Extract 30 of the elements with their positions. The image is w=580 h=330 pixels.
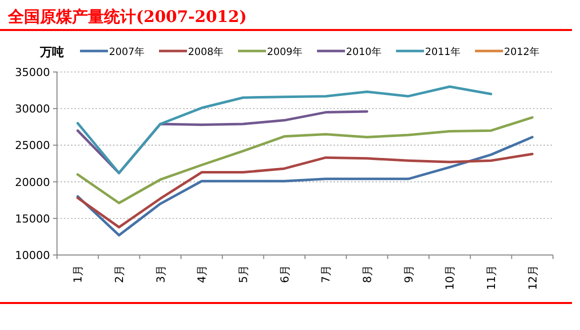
x-tick-label: 12月	[526, 265, 540, 290]
line-series	[76, 85, 492, 174]
x-tick-label: 2月	[113, 265, 126, 283]
x-tick-label: 4月	[196, 265, 209, 283]
y-axis-title: 万吨	[39, 45, 64, 59]
y-tick-label: 15000	[15, 212, 50, 226]
x-tick-label: 8月	[361, 265, 374, 283]
x-tick-label: 11月	[485, 265, 498, 290]
x-tick-label: 10月	[444, 265, 457, 290]
x-tick-label: 9月	[402, 265, 416, 283]
line-series	[76, 136, 534, 236]
x-tick-label: 1月	[72, 265, 85, 283]
legend-label: 2007年	[109, 46, 144, 58]
x-tick-label: 5月	[237, 265, 250, 283]
x-tick-label: 7月	[320, 265, 333, 283]
chart-title: 全国原煤产量统计(2007-2012)	[7, 7, 247, 26]
legend-label: 2010年	[346, 46, 382, 58]
y-tick-label: 10000	[15, 249, 50, 262]
legend-label: 2012年	[504, 46, 540, 58]
y-tick-label: 35000	[15, 66, 50, 79]
y-tick-label: 25000	[15, 139, 50, 152]
legend-label: 2009年	[267, 46, 302, 58]
y-tick-label: 30000	[15, 102, 50, 116]
line-series	[76, 152, 534, 228]
line-series	[76, 116, 534, 204]
x-tick-label: 3月	[154, 265, 168, 283]
legend-label: 2011年	[425, 46, 460, 58]
x-tick-label: 6月	[278, 265, 292, 283]
legend-label: 2008年	[188, 46, 224, 58]
y-tick-label: 20000	[15, 176, 50, 189]
